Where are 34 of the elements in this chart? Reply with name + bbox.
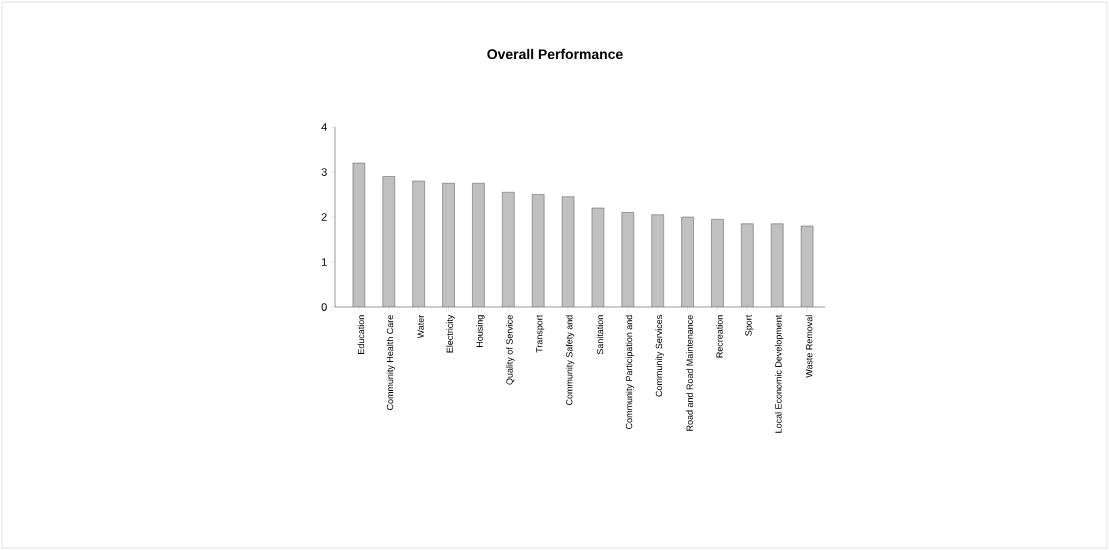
x-tick-label: Housing bbox=[476, 315, 485, 347]
x-tick-label: Local Economic Development bbox=[775, 314, 784, 433]
x-tick-label: Community Health Care bbox=[386, 315, 395, 410]
x-tick-label: Quality of Service bbox=[506, 315, 515, 385]
bar bbox=[531, 194, 545, 307]
bar bbox=[741, 223, 754, 307]
y-tick-label: 0 bbox=[321, 303, 327, 311]
x-tick-label: Road and Road Maintenance bbox=[686, 315, 693, 431]
bar bbox=[382, 176, 395, 307]
x-tick-label: Transport bbox=[536, 314, 545, 353]
x-tick-label: Community Safety and bbox=[565, 315, 575, 406]
x-tick-label: Waste Removal bbox=[805, 315, 813, 378]
x-tick-label: Sanitation bbox=[596, 315, 604, 355]
x-tick-label: Education bbox=[357, 315, 365, 354]
x-tick-label: Recreation bbox=[716, 315, 723, 358]
bar bbox=[681, 216, 694, 307]
bar bbox=[472, 183, 485, 307]
bar bbox=[442, 183, 455, 307]
x-tick-label: Community Participation and bbox=[625, 315, 634, 429]
bar bbox=[651, 214, 664, 307]
x-tick-label: Sport bbox=[745, 314, 754, 336]
x-tick-label: Water bbox=[417, 314, 424, 339]
y-tick-label: 3 bbox=[321, 168, 327, 176]
y-tick-label: 1 bbox=[321, 258, 327, 266]
x-tick-label: Community Services bbox=[655, 315, 664, 397]
y-tick-label: 4 bbox=[321, 123, 327, 131]
bar bbox=[502, 192, 515, 307]
x-tick-label: Electricity bbox=[446, 314, 455, 353]
chart-title: Overall Performance bbox=[487, 48, 623, 60]
bar bbox=[711, 219, 724, 307]
bar bbox=[771, 223, 784, 307]
bar bbox=[412, 180, 425, 307]
bar bbox=[621, 212, 635, 307]
y-tick-label: 2 bbox=[321, 213, 327, 221]
